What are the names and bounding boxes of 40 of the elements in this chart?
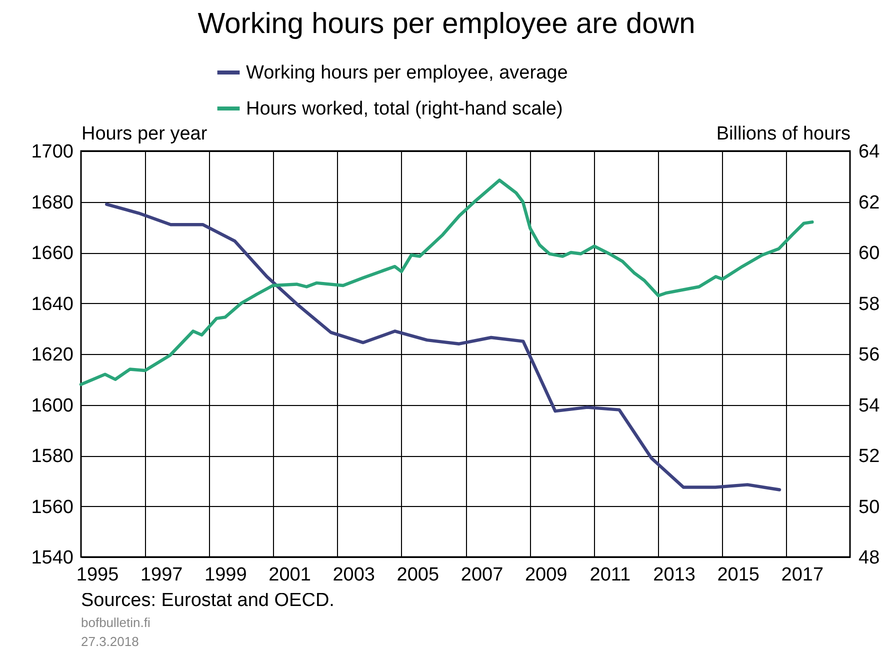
line-series: [79, 178, 814, 386]
x-tick-label: 2005: [396, 564, 440, 586]
y-tick-label: 1560: [31, 496, 74, 518]
x-tick-label: 2003: [332, 564, 375, 586]
x-tick-label: 2017: [781, 564, 824, 586]
x-tick-label: 1997: [140, 564, 183, 586]
y2-tick-label: 56: [858, 344, 880, 366]
source-note: Sources: Eurostat and OECD.: [81, 589, 336, 613]
text: 27.3.2018: [81, 633, 140, 651]
x-tick-label: 2011: [590, 564, 631, 586]
y-tick-label: 1580: [31, 446, 74, 467]
x-tick-label: 2007: [460, 564, 504, 586]
y2-tick-label: 52: [858, 446, 880, 467]
legend-label: Hours worked, total (right-hand scale): [246, 98, 563, 120]
y2-tick-label: 64: [858, 142, 880, 162]
y-tick-label: 1700: [31, 142, 74, 162]
x-tick-label: 1999: [204, 564, 247, 586]
y2-tick-label: 54: [858, 395, 880, 416]
y-tick-label: 1620: [31, 344, 74, 366]
x-tick-label: 1995: [76, 564, 119, 586]
y-tick-label: 1640: [31, 294, 74, 315]
y2-tick-label: 60: [858, 243, 880, 264]
chart-title: Working hours per employee are down: [196, 7, 696, 42]
y2-axis-title: Billions of hours: [716, 124, 850, 144]
y2-tick-label: 62: [858, 192, 880, 214]
x-tick-label: 2013: [653, 564, 696, 586]
y-tick-label: 1600: [31, 395, 74, 416]
line-series: [105, 202, 782, 492]
x-tick-label: 2015: [717, 564, 760, 586]
y-tick-label: 1660: [31, 243, 74, 264]
x-tick-label: 2001: [268, 564, 311, 586]
y-tick-label: 1680: [31, 192, 74, 214]
y2-tick-label: 50: [858, 496, 880, 518]
y-axis-title: Hours per year: [82, 124, 208, 144]
x-tick-label: 2009: [524, 564, 568, 586]
legend-label: Working hours per employee, average: [246, 62, 568, 84]
text: bofbulletin.fi: [81, 614, 152, 632]
y-tick-label: 1540: [31, 548, 74, 568]
y2-tick-label: 48: [858, 548, 880, 568]
y2-tick-label: 58: [858, 294, 880, 315]
